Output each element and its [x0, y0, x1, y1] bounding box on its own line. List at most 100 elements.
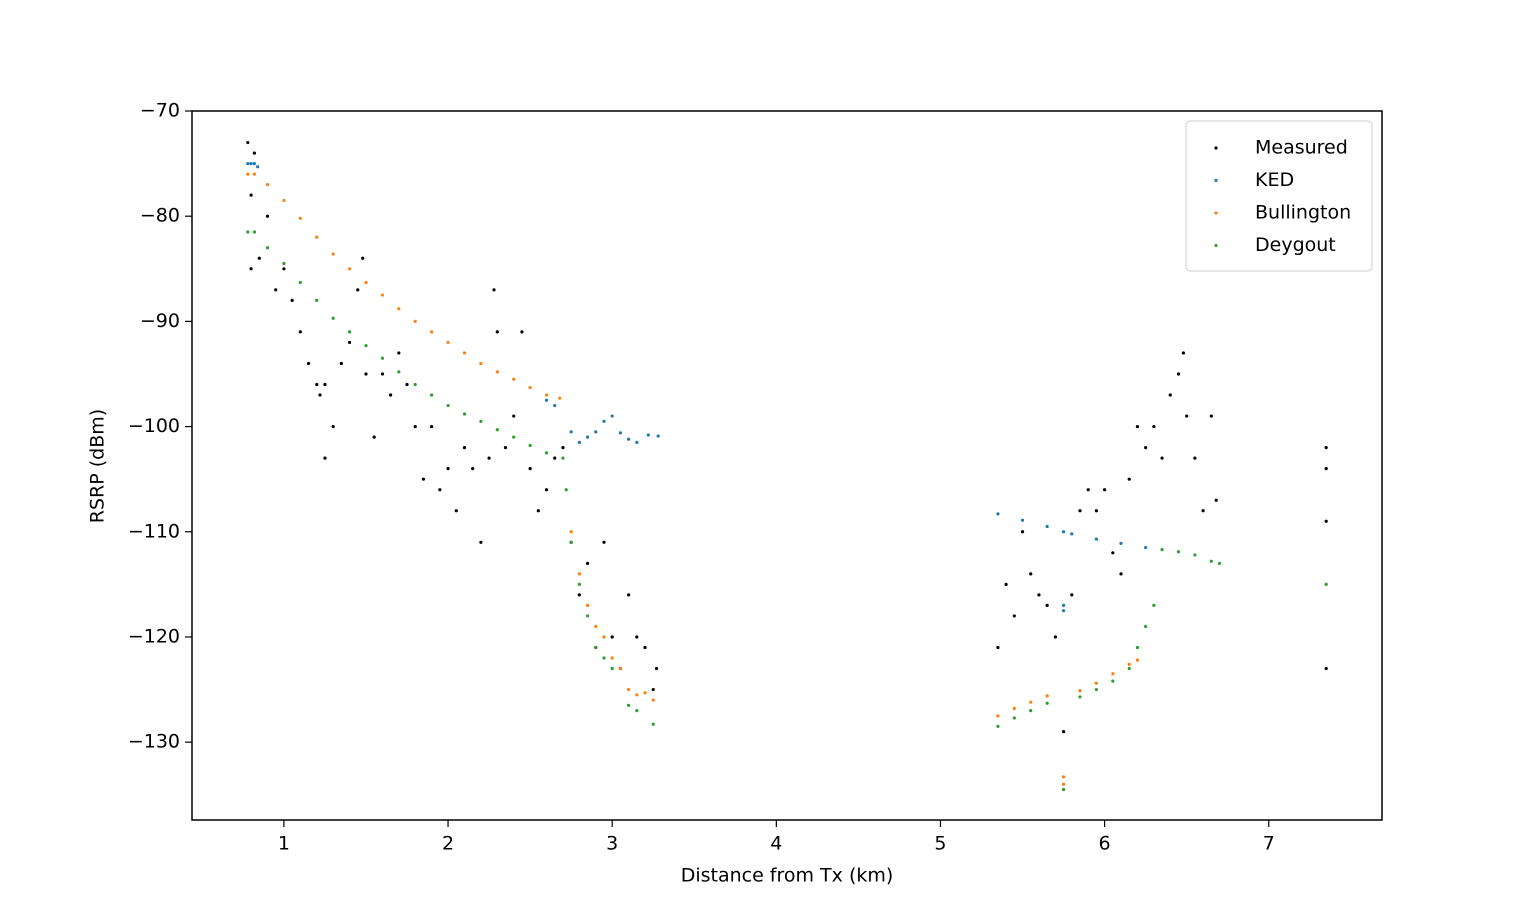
point: [380, 356, 384, 360]
point: [651, 698, 655, 702]
point: [246, 172, 250, 176]
point: [528, 386, 532, 390]
point: [479, 361, 483, 366]
point: [627, 687, 631, 692]
point: [594, 430, 598, 434]
point: [323, 456, 327, 460]
point: [1127, 666, 1131, 671]
point: [356, 288, 360, 292]
point: [536, 509, 540, 513]
point: [274, 288, 278, 292]
point: [996, 724, 1000, 728]
y-tick-label: −130: [128, 731, 180, 753]
point: [372, 435, 376, 439]
legend-marker: [1214, 211, 1218, 215]
point: [339, 361, 343, 366]
point: [618, 431, 623, 435]
point: [1209, 559, 1213, 563]
point: [479, 419, 483, 423]
point: [290, 298, 294, 302]
point: [1045, 524, 1049, 529]
point: [298, 216, 302, 220]
legend-label: KED: [1255, 169, 1294, 191]
point: [249, 267, 253, 271]
point: [282, 261, 286, 266]
point: [347, 267, 352, 271]
y-tick-label: −110: [128, 520, 180, 542]
point: [315, 235, 319, 239]
point: [512, 414, 516, 418]
point: [1061, 775, 1066, 779]
point: [1012, 706, 1016, 711]
point: [430, 330, 434, 334]
point: [1209, 414, 1213, 418]
point: [1160, 548, 1164, 552]
point: [298, 280, 302, 285]
point: [318, 393, 322, 397]
point: [462, 351, 467, 355]
x-tick-label: 7: [1263, 833, 1275, 855]
point: [380, 293, 384, 297]
point: [635, 635, 639, 639]
point: [610, 635, 614, 639]
point: [471, 467, 475, 471]
point: [1135, 645, 1140, 650]
point: [1193, 553, 1197, 557]
point: [577, 572, 581, 576]
point: [1029, 708, 1033, 713]
point: [544, 488, 549, 492]
point: [1020, 518, 1025, 522]
point: [585, 561, 590, 565]
point: [602, 656, 606, 660]
point: [1324, 467, 1328, 471]
point: [1324, 582, 1328, 586]
point: [1094, 537, 1098, 541]
point: [430, 393, 434, 397]
point: [602, 540, 606, 544]
point: [577, 593, 581, 597]
point: [602, 635, 606, 639]
point: [413, 319, 417, 323]
x-tick-label: 1: [278, 833, 290, 855]
x-tick-label: 4: [770, 833, 782, 855]
point: [364, 343, 368, 348]
point: [405, 382, 409, 387]
point: [347, 330, 352, 334]
point: [315, 298, 319, 302]
point: [1201, 509, 1205, 513]
point: [561, 446, 565, 450]
point: [635, 440, 639, 444]
point: [996, 512, 1000, 516]
point: [315, 382, 319, 387]
point: [561, 456, 565, 460]
y-tick-label: −80: [140, 205, 180, 227]
point: [1135, 658, 1140, 662]
point: [331, 252, 335, 256]
point: [495, 330, 499, 334]
point: [462, 412, 467, 416]
point: [627, 593, 631, 597]
point: [495, 428, 499, 432]
point: [1094, 687, 1098, 692]
point: [594, 624, 598, 629]
point: [256, 165, 260, 169]
point: [544, 451, 549, 455]
point: [654, 666, 659, 671]
point: [1160, 456, 1164, 460]
point: [331, 424, 335, 429]
point: [656, 434, 660, 438]
point: [618, 666, 623, 671]
point: [389, 393, 393, 397]
point: [651, 687, 655, 692]
point: [1217, 561, 1222, 565]
legend: Measured KED Bullington Deygout: [1185, 120, 1373, 272]
x-tick-label: 6: [1099, 833, 1111, 855]
x-tick-label: 5: [934, 833, 946, 855]
point: [380, 372, 384, 376]
point: [1045, 694, 1049, 698]
point: [282, 198, 286, 203]
point: [585, 435, 590, 439]
x-tick-label: 3: [606, 833, 618, 855]
point: [1176, 372, 1181, 376]
